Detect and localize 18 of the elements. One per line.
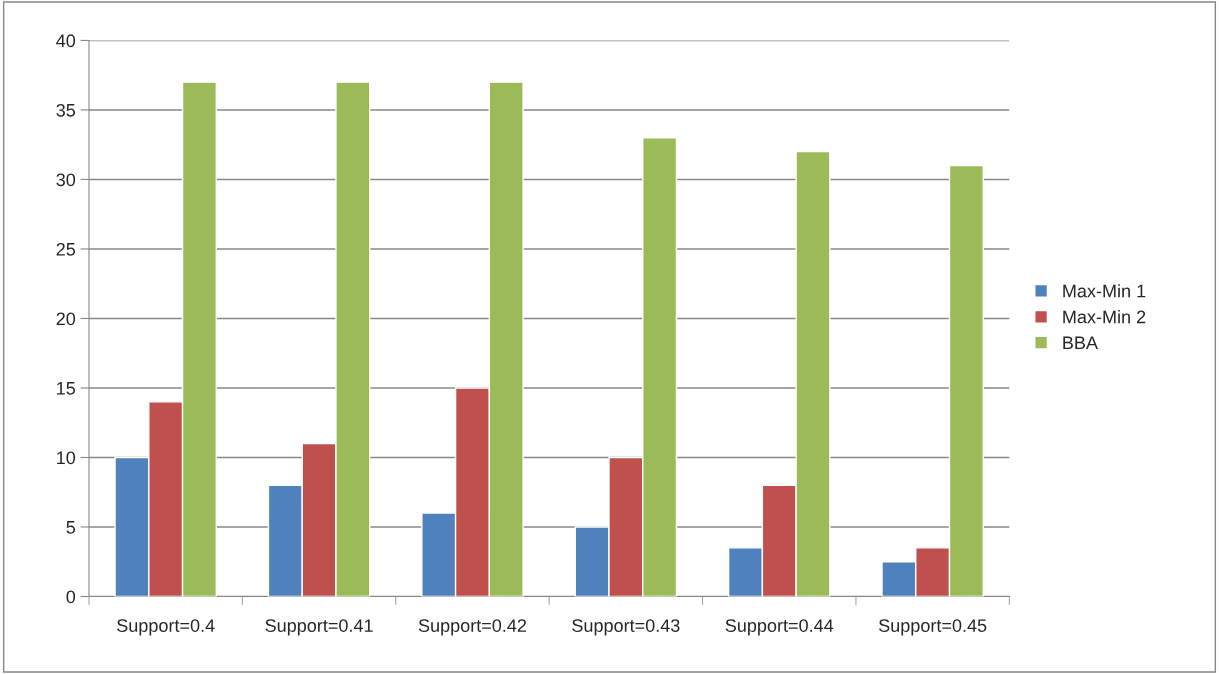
- x-tick-label: Support=0.42: [418, 619, 527, 636]
- y-tick-label: 5: [66, 521, 76, 534]
- legend-label: Max-Min 1: [1063, 284, 1146, 298]
- y-tick-label: 25: [56, 242, 76, 256]
- x-tick-label: Support=0.4: [117, 619, 215, 636]
- y-tick-label: 40: [56, 34, 76, 48]
- x-tick-label: Support=0.41: [265, 619, 373, 636]
- x-tick-label: Support=0.43: [572, 619, 680, 636]
- y-tick-label: 30: [56, 173, 76, 187]
- x-tick-label: Support=0.45: [879, 619, 987, 636]
- y-tick-label: 0: [66, 590, 76, 604]
- legend-label: Max-Min 2: [1063, 310, 1146, 324]
- y-tick-label: 35: [56, 103, 76, 117]
- y-tick-label: 15: [57, 382, 76, 395]
- y-tick-label: 10: [57, 451, 76, 465]
- y-tick-label: 20: [56, 312, 76, 326]
- legend-label: BBA: [1063, 336, 1098, 349]
- x-tick-label: Support=0.44: [725, 619, 834, 636]
